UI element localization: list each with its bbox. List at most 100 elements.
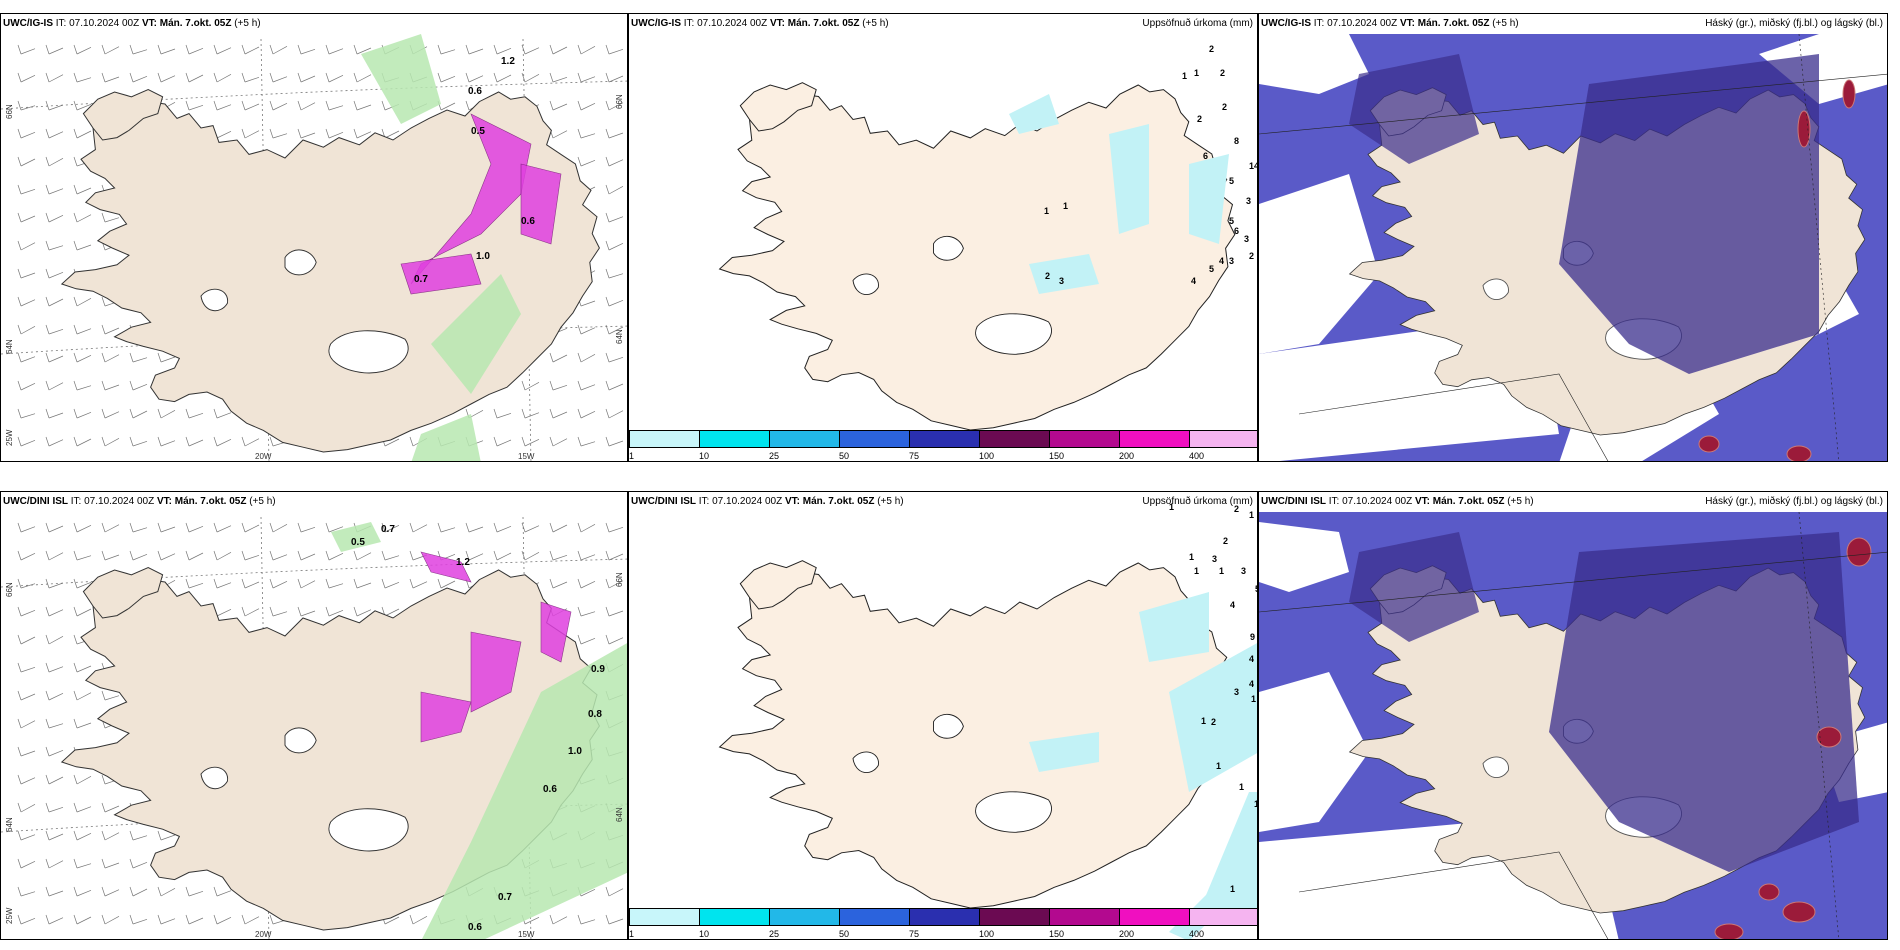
precip-amount-label: 3 bbox=[1246, 196, 1251, 206]
wind-barb bbox=[45, 886, 64, 897]
wind-barb bbox=[269, 578, 288, 589]
panel-header: UWC/IG-IS IT: 07.10.2024 00Z VT: Mán. 7.… bbox=[1261, 18, 1519, 29]
wind-barb bbox=[549, 380, 568, 391]
wind-barb bbox=[157, 72, 176, 83]
precip-amount-label: 6 bbox=[1203, 151, 1208, 161]
colorbar-cell bbox=[769, 908, 840, 926]
precip-amount-label: 3 bbox=[1241, 566, 1246, 576]
wind-barb bbox=[73, 352, 92, 363]
wind-barb bbox=[129, 550, 148, 561]
precip-amount-label: 4 bbox=[1249, 654, 1254, 664]
wind-barb bbox=[409, 522, 428, 533]
lat-label-64n-right: 64N bbox=[615, 329, 624, 344]
wind-barb bbox=[437, 72, 456, 83]
precip-value-label: 0.6 bbox=[543, 784, 557, 795]
wind-barb bbox=[45, 718, 64, 729]
wind-barb bbox=[129, 380, 148, 391]
wind-barb bbox=[157, 550, 176, 561]
mid-cloud-area bbox=[1349, 54, 1479, 164]
panel-bottom-middle: 1211231135494431211111 UWC/DINI ISL IT: … bbox=[628, 491, 1258, 940]
wind-barb bbox=[493, 436, 512, 447]
wind-barb bbox=[437, 578, 456, 589]
wind-barb bbox=[45, 156, 64, 167]
precip-value-label: 0.5 bbox=[471, 126, 485, 137]
wind-barb bbox=[157, 408, 176, 419]
wind-barb bbox=[521, 550, 540, 561]
colorbar-tick-label: 150 bbox=[1049, 451, 1065, 461]
wind-barb bbox=[17, 240, 36, 251]
wind-barb bbox=[73, 44, 92, 55]
wind-barb bbox=[185, 886, 204, 897]
wind-barb bbox=[129, 352, 148, 363]
wind-barb bbox=[45, 522, 64, 533]
wind-barb bbox=[45, 324, 64, 335]
wind-barb bbox=[605, 100, 624, 111]
wind-barb bbox=[605, 550, 624, 561]
wind-barb bbox=[213, 44, 232, 55]
precip-area bbox=[1189, 154, 1229, 244]
clear-sky-area bbox=[1259, 522, 1349, 592]
wind-barb bbox=[45, 774, 64, 785]
wind-barb bbox=[297, 72, 316, 83]
clear-sky-area bbox=[1759, 34, 1887, 104]
wind-barb bbox=[269, 44, 288, 55]
wind-barb bbox=[577, 634, 596, 645]
colorbar-cell bbox=[629, 908, 700, 926]
colorbar-tick-label: 50 bbox=[839, 929, 850, 939]
wind-barb bbox=[465, 550, 484, 561]
panel-bottom-right: UWC/DINI ISL IT: 07.10.2024 00Z VT: Mán.… bbox=[1258, 491, 1888, 940]
precip-amount-label: 2 bbox=[1249, 251, 1254, 261]
wind-barb bbox=[437, 522, 456, 533]
colorbar-cell bbox=[1189, 908, 1257, 926]
wind-barb bbox=[185, 914, 204, 925]
precip-value-label: 1.0 bbox=[476, 251, 490, 262]
wind-barb bbox=[45, 830, 64, 841]
precip-area bbox=[361, 34, 441, 124]
colorbar-cell bbox=[1189, 430, 1257, 448]
colorbar-tick-label: 200 bbox=[1119, 451, 1135, 461]
map-wind-precip-bottom: 0.7 0.5 1.2 0.9 0.8 1.0 0.6 0.7 0.6 bbox=[1, 516, 627, 939]
panel-title: Háský (gr.), miðský (fj.bl.) og lágský (… bbox=[1705, 496, 1883, 507]
wind-barb bbox=[437, 44, 456, 55]
wind-barb bbox=[549, 72, 568, 83]
wind-barb bbox=[73, 578, 92, 589]
lat-gridline bbox=[1, 80, 627, 110]
panel-header: UWC/IG-IS IT: 07.10.2024 00Z VT: Mán. 7.… bbox=[3, 18, 261, 29]
glacier bbox=[200, 766, 228, 790]
wind-barb bbox=[17, 914, 36, 925]
wind-barb bbox=[73, 802, 92, 813]
wind-barb bbox=[605, 914, 624, 925]
wind-barb bbox=[325, 100, 344, 111]
wind-barb bbox=[73, 522, 92, 533]
wind-barb bbox=[353, 44, 372, 55]
wind-barb bbox=[101, 886, 120, 897]
high-cloud-area bbox=[1797, 110, 1811, 148]
panel-header: UWC/DINI ISL IT: 07.10.2024 00Z VT: Mán.… bbox=[1261, 496, 1534, 507]
wind-barb bbox=[185, 550, 204, 561]
precip-amount-label: 1 bbox=[1182, 71, 1187, 81]
wind-barb bbox=[101, 830, 120, 841]
wind-barb bbox=[129, 72, 148, 83]
lat-gridline bbox=[1, 558, 627, 588]
precip-amount-label: 3 bbox=[1059, 276, 1064, 286]
wind-barb bbox=[213, 408, 232, 419]
map-cloud-cover-top bbox=[1259, 33, 1887, 461]
precip-value-label: 0.7 bbox=[381, 524, 395, 535]
wind-barb bbox=[45, 746, 64, 757]
precip-area bbox=[431, 274, 521, 394]
precip-amount-label: 1 bbox=[1254, 799, 1258, 809]
colorbar-cell bbox=[1049, 430, 1120, 448]
precip-colorbar bbox=[629, 908, 1257, 926]
precip-amount-label: 8 bbox=[1234, 136, 1239, 146]
glacier bbox=[933, 714, 964, 739]
precip-amount-label: 4 bbox=[1191, 276, 1196, 286]
colorbar-cell bbox=[1119, 908, 1190, 926]
wind-barb bbox=[45, 634, 64, 645]
colorbar-tick-label: 400 bbox=[1188, 451, 1205, 461]
wind-barb bbox=[17, 662, 36, 673]
wind-barb bbox=[353, 128, 372, 139]
wind-barb bbox=[213, 886, 232, 897]
mid-cloud-area bbox=[1549, 532, 1859, 872]
glacier bbox=[284, 727, 317, 754]
wind-barb bbox=[325, 44, 344, 55]
